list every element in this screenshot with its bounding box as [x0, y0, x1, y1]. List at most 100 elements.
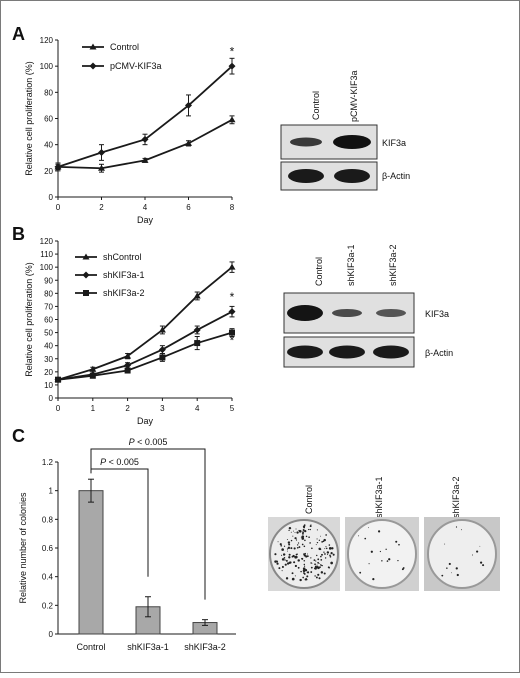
- colony-dot: [311, 547, 313, 550]
- chart-a-y-tick-label-5: 100: [40, 62, 54, 71]
- colony-dot: [307, 571, 310, 574]
- colony-dot: [377, 530, 381, 533]
- colony-dot: [328, 567, 330, 569]
- colony-dot: [325, 534, 327, 536]
- colony-dot: [316, 529, 318, 531]
- chart-b-point-1-5: [228, 308, 236, 316]
- colony-dot: [314, 567, 316, 570]
- colony-dot: [325, 546, 327, 548]
- colony-dot: [295, 553, 298, 556]
- colony-dot: [303, 572, 305, 574]
- colony-dot: [385, 548, 387, 550]
- chart-b-series-line-2: [57, 331, 233, 381]
- colony-dot: [306, 575, 309, 578]
- colony-dot: [316, 541, 319, 544]
- chart-b-y-axis-title: Relative cell proliferation (%): [24, 262, 34, 377]
- chart-a-point-0-3: [185, 139, 192, 146]
- colony-dot: [402, 567, 405, 569]
- colony-dot: [283, 553, 285, 556]
- chart-b-point-0-2: [124, 352, 132, 359]
- colony-dot: [301, 535, 305, 538]
- colony-dot: [332, 553, 335, 556]
- colony-dot: [304, 529, 307, 533]
- colony-dot: [321, 565, 323, 567]
- colony-plates: Control shKIF3a-1 shKIF3a-2: [268, 476, 500, 591]
- colony-dot: [288, 553, 291, 556]
- chart-b-y-tick-label-5: 50: [44, 329, 53, 338]
- colony-dot: [368, 527, 369, 529]
- colony-dot: [314, 565, 317, 568]
- chart-b-x-axis-title: Day: [137, 416, 154, 426]
- colony-dot: [386, 560, 389, 562]
- colony-dot: [310, 562, 312, 564]
- colony-dot: [285, 577, 289, 580]
- chart-b-point-0-5: [228, 263, 236, 270]
- colony-dot: [299, 578, 302, 582]
- colony-dot: [309, 525, 312, 528]
- chart-a-point-1-4: [228, 62, 236, 70]
- blot-b-kif3a-band-shkif3a-2: [376, 309, 406, 317]
- colony-dot: [315, 576, 318, 579]
- colony-dot: [300, 570, 302, 573]
- colony-dot: [329, 555, 332, 558]
- chart-b-y-tick-label-12: 120: [40, 237, 54, 246]
- chart-a-y-tick-label-4: 80: [44, 88, 53, 97]
- colony-dot: [303, 560, 306, 562]
- panel-label-b: B: [12, 224, 25, 244]
- colony-dot: [446, 567, 448, 569]
- colony-dot: [304, 578, 307, 581]
- chart-a-significance-star-0: *: [230, 45, 235, 59]
- chart-b-y-tick-label-3: 30: [44, 355, 53, 364]
- colony-dot: [324, 548, 326, 550]
- chart-c-category-label-1: shKIF3a-1: [127, 642, 169, 652]
- colony-dot: [276, 560, 278, 562]
- chart-c-y-tick-label-1: 0.2: [42, 601, 54, 610]
- chart-b-point-1-3: [158, 346, 166, 354]
- chart-c-y-tick-label-5: 1: [49, 487, 54, 496]
- chart-b-y-tick-label-10: 100: [40, 263, 54, 272]
- colony-dot: [328, 547, 332, 550]
- plate-shkif3a-1: [347, 519, 417, 589]
- colony-dot: [441, 574, 444, 577]
- colony-dot: [370, 550, 373, 553]
- colony-dot: [324, 553, 326, 555]
- chart-a-point-1-1: [98, 149, 105, 157]
- colony-dot: [310, 524, 312, 526]
- colony-dot: [281, 558, 285, 561]
- chart-a-y-tick-label-3: 60: [44, 115, 53, 124]
- chart-c-y-tick-label-4: 0.8: [42, 515, 54, 524]
- colony-dot: [302, 525, 306, 528]
- colony-dot: [379, 550, 381, 553]
- colony-dot: [293, 530, 294, 532]
- colonies-control: [274, 524, 335, 582]
- colony-dot: [298, 529, 302, 533]
- chart-b-point-1-4: [193, 326, 201, 334]
- colony-dot: [302, 567, 306, 571]
- colony-dot: [310, 571, 313, 573]
- colony-dot: [291, 572, 294, 575]
- chart-b-x-tick-label-0: 0: [56, 404, 61, 413]
- colony-dot: [316, 538, 318, 540]
- colony-dot: [461, 529, 462, 531]
- colony-dot: [479, 545, 481, 547]
- chart-c-y-tick-label-3: 0.6: [42, 544, 54, 553]
- colony-dot: [321, 541, 323, 543]
- colony-dot: [317, 558, 320, 561]
- colony-dot: [295, 555, 298, 559]
- chart-b-point-2-0: [55, 376, 61, 383]
- colony-dot: [294, 564, 297, 568]
- colony-dot: [368, 563, 370, 565]
- colony-dot: [296, 546, 299, 549]
- plate-label-control: Control: [304, 485, 314, 514]
- colony-dot: [297, 544, 299, 546]
- colony-dot: [296, 531, 299, 534]
- panel-label-a: A: [12, 24, 25, 44]
- chart-c-bracket-1: [90, 448, 206, 600]
- colony-dot: [316, 554, 318, 557]
- colony-dot: [359, 571, 362, 574]
- colony-dot: [288, 526, 292, 530]
- colony-dot: [281, 548, 284, 551]
- colony-dot: [290, 547, 293, 550]
- colony-dot: [320, 571, 324, 574]
- blot-b-actin-band-shkif3a-2: [373, 345, 409, 359]
